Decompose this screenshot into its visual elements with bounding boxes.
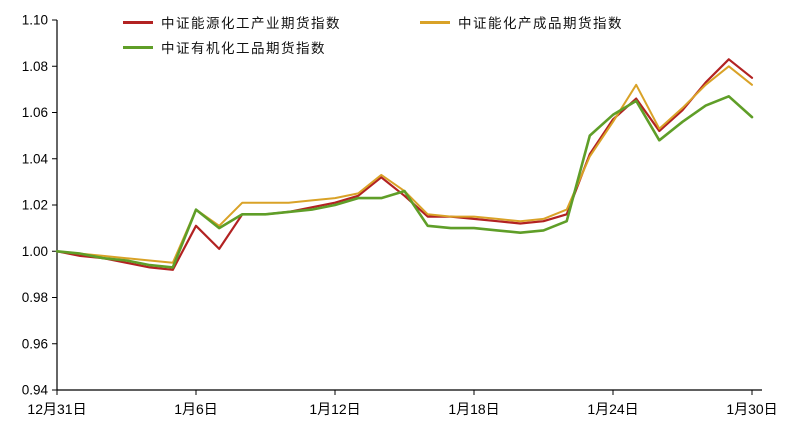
y-tick-label: 1.10: [22, 13, 48, 28]
x-tick-label: 12月31日: [27, 401, 86, 417]
y-tick-label: 1.08: [22, 59, 48, 74]
y-tick-label: 1.00: [22, 244, 48, 259]
y-tick-label: 1.02: [22, 198, 48, 213]
series-line-1: [55, 58, 754, 271]
legend-label-energy-chemical-products: 中证能化产成品期货指数: [458, 16, 623, 31]
series-line-3: [55, 95, 754, 269]
series-line-2: [56, 65, 753, 264]
legend-label-energy-chemical-industry: 中证能源化工产业期货指数: [161, 16, 341, 31]
legend-label-organic-chemical: 中证有机化工品期货指数: [161, 41, 326, 56]
x-tick-label: 1月18日: [448, 401, 499, 417]
legend-item-energy-chemical-products: 中证能化产成品期货指数: [420, 12, 623, 32]
y-tick-label: 1.06: [22, 105, 48, 120]
y-tick-label: 1.04: [22, 151, 49, 166]
legend-item-energy-chemical-industry: 中证能源化工产业期货指数: [123, 12, 341, 32]
y-tick-label: 0.96: [22, 336, 48, 351]
legend-line-orange-swatch: [420, 20, 450, 24]
y-tick-label: 0.98: [22, 290, 48, 305]
x-tick-label: 1月24日: [587, 401, 638, 417]
legend-item-organic-chemical: 中证有机化工品期货指数: [123, 37, 326, 57]
legend-line-green-swatch: [123, 45, 153, 49]
legend-line-red-swatch: [123, 20, 153, 24]
y-tick-label: 0.94: [22, 383, 49, 398]
x-tick-label: 1月30日: [726, 401, 777, 417]
x-tick-label: 1月6日: [174, 401, 218, 417]
x-tick-label: 1月12日: [309, 401, 360, 417]
